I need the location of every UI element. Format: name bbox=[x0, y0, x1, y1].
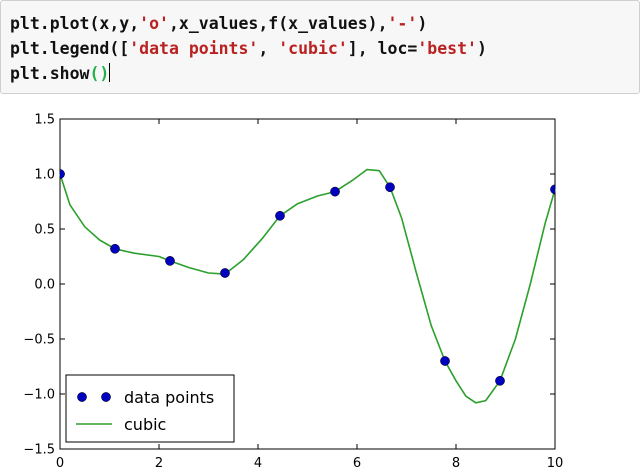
marker-group bbox=[60, 169, 555, 386]
code-token: plt.plot(x,y, bbox=[10, 14, 140, 33]
series-layer bbox=[59, 168, 556, 404]
code-string-literal: 'data points' bbox=[129, 39, 259, 58]
data-point bbox=[550, 184, 555, 195]
data-point bbox=[330, 186, 340, 197]
legend-label: data points bbox=[124, 388, 214, 407]
code-string-literal: 'cubic' bbox=[278, 39, 348, 58]
code-token: ,x_values,f(x_values), bbox=[168, 14, 388, 33]
code-token: , bbox=[258, 39, 279, 58]
data-point bbox=[275, 210, 285, 221]
y-tick-label: 0.5 bbox=[34, 223, 55, 238]
data-point bbox=[165, 256, 175, 266]
x-tick-label: 8 bbox=[452, 456, 460, 471]
legend-marker bbox=[77, 392, 87, 402]
code-line-plot: plt.plot(x,y,'o',x_values,f(x_values),'-… bbox=[10, 11, 639, 36]
code-line-legend: plt.legend(['data points', 'cubic'], loc… bbox=[10, 36, 639, 61]
y-tick-label: 1.0 bbox=[34, 168, 55, 183]
legend-box bbox=[65, 374, 235, 443]
code-string-literal: 'best' bbox=[417, 39, 477, 58]
code-token-show: plt.show bbox=[10, 64, 90, 83]
code-cell[interactable]: plt.plot(x,y,'o',x_values,f(x_values),'-… bbox=[0, 0, 640, 94]
data-point bbox=[495, 375, 505, 386]
data-point bbox=[110, 243, 120, 254]
x-tick-label: 4 bbox=[254, 456, 262, 471]
y-tick-label: −1.5 bbox=[23, 443, 55, 458]
data-point bbox=[440, 356, 450, 366]
legend-label: cubic bbox=[124, 415, 166, 434]
series-line-cubic bbox=[59, 168, 556, 404]
code-string-literal: '-' bbox=[387, 14, 418, 33]
chart: 0 2 4 6 8 10 −1.5 −1.0 −0.5 0.0 0.5 1.0 1.5 data poi… bbox=[23, 113, 563, 472]
x-tick-label: 2 bbox=[155, 456, 163, 471]
axis-ticks: 0 2 4 6 8 10 −1.5 −1.0 −0.5 0.0 0.5 1.0 1.5 bbox=[23, 113, 563, 472]
matched-parens: () bbox=[89, 64, 110, 83]
code-token: ], loc= bbox=[347, 39, 418, 58]
x-tick-label: 6 bbox=[353, 456, 361, 471]
data-point bbox=[220, 268, 230, 278]
legend-marker bbox=[101, 392, 111, 402]
x-tick-label: 10 bbox=[547, 456, 564, 471]
code-token: plt.legend([ bbox=[10, 39, 130, 58]
code-token: ) bbox=[417, 14, 428, 33]
code-token: ) bbox=[476, 39, 487, 58]
code-line-show: plt.show() bbox=[10, 61, 639, 86]
data-point bbox=[385, 182, 395, 193]
data-point bbox=[60, 169, 65, 179]
code-string-literal: 'o' bbox=[139, 14, 169, 33]
legend: data points cubic bbox=[65, 374, 235, 443]
y-tick-label: 0.0 bbox=[34, 278, 55, 293]
text-cursor bbox=[109, 63, 111, 82]
x-tick-label: 0 bbox=[56, 456, 64, 471]
y-tick-label: 1.5 bbox=[34, 113, 55, 128]
y-tick-label: −0.5 bbox=[23, 333, 55, 348]
y-tick-label: −1.0 bbox=[23, 388, 55, 403]
